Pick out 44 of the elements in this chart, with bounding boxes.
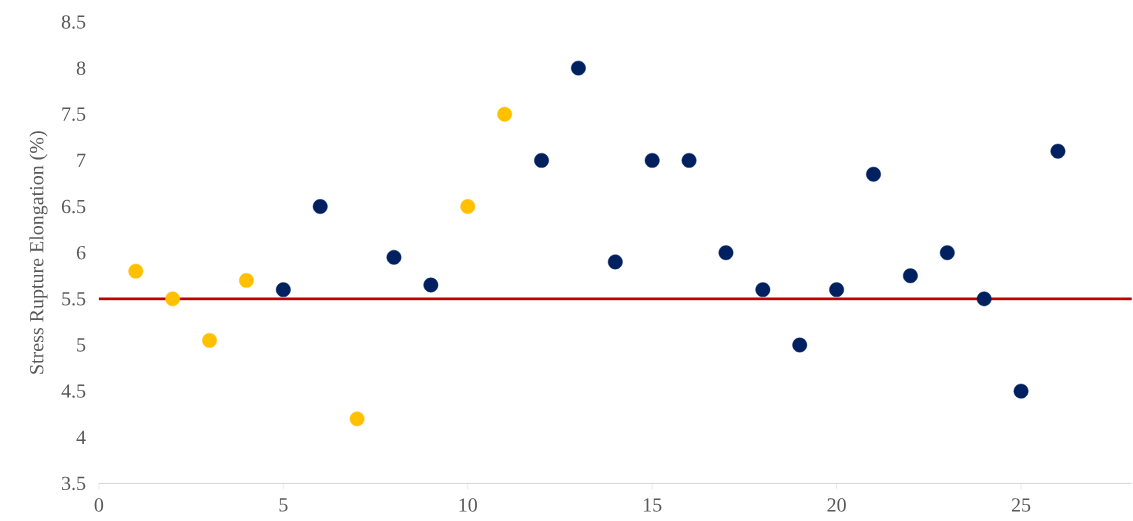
point bbox=[460, 198, 476, 214]
x-tick-label: 0 bbox=[94, 498, 104, 512]
point bbox=[571, 60, 586, 76]
point bbox=[1050, 143, 1066, 159]
point bbox=[239, 272, 254, 288]
point bbox=[718, 245, 734, 260]
y-tick-label: 7 bbox=[77, 153, 86, 167]
x-tick-label: 25 bbox=[1011, 498, 1031, 512]
point bbox=[829, 282, 845, 297]
point bbox=[128, 263, 144, 279]
point bbox=[423, 277, 439, 293]
x-tick-label: 20 bbox=[827, 498, 846, 512]
point bbox=[386, 249, 402, 265]
point bbox=[497, 106, 513, 122]
y-tick-label: 5 bbox=[77, 338, 86, 352]
y-tick-label: 4 bbox=[76, 430, 86, 444]
x-tick-label: 10 bbox=[459, 498, 477, 512]
point bbox=[976, 291, 992, 307]
point bbox=[607, 254, 623, 270]
y-axis-title: Stress Rupture Elongation (%) bbox=[29, 131, 48, 374]
y-tick-label: 8.5 bbox=[61, 14, 86, 29]
y-tick-label: 6.5 bbox=[61, 199, 86, 214]
y-tick-label: 5.5 bbox=[62, 291, 86, 306]
x-tick-label: 5 bbox=[279, 498, 288, 512]
y-tick-label: 7.5 bbox=[62, 107, 86, 121]
point bbox=[349, 411, 365, 427]
point bbox=[534, 152, 549, 168]
y-tick-label: 6 bbox=[76, 245, 86, 260]
y-tick-label: 8 bbox=[76, 61, 86, 75]
point bbox=[866, 166, 881, 182]
point bbox=[755, 282, 771, 297]
point bbox=[312, 198, 328, 214]
y-tick-label: 3.5 bbox=[62, 476, 86, 490]
point bbox=[165, 291, 181, 307]
point bbox=[903, 268, 918, 283]
point bbox=[939, 245, 955, 260]
point bbox=[1013, 383, 1029, 399]
point bbox=[792, 337, 808, 353]
y-tick-label: 4.5 bbox=[61, 384, 86, 398]
point bbox=[275, 282, 291, 297]
point bbox=[681, 152, 697, 168]
point bbox=[644, 152, 660, 168]
point bbox=[202, 332, 217, 348]
x-tick-label: 15 bbox=[643, 498, 662, 512]
